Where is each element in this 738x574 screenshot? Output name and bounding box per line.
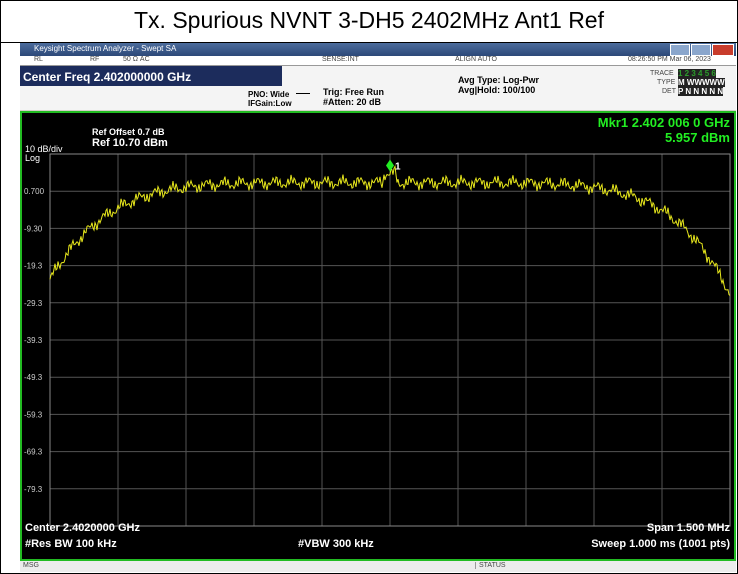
input: 50 Ω AC [123,56,150,63]
window-title: Keysight Spectrum Analyzer - Swept SA [34,44,177,53]
sense: SENSE:INT [322,56,359,63]
type-values: M WWWWW [678,78,725,87]
atten: #Atten: 20 dB [323,97,382,107]
type-label: TYPE [657,79,676,86]
y-label: -19.3 [24,262,43,271]
settings-panel: Center Freq 2.402000000 GHz PNO: Wide IF… [20,66,736,110]
plot-border [49,153,731,527]
rf: RF [90,56,100,63]
span: Span 1.500 MHz [646,522,730,534]
avg-type: Avg Type: Log-Pwr [458,75,539,85]
y-label: 0.700 [24,187,45,196]
avg-hold: Avg|Hold: 100/100 [458,85,536,95]
y-label: -79.3 [24,485,43,494]
y-label: -29.3 [24,299,43,308]
res-bw: #Res BW 100 kHz [25,538,117,550]
minimize-button[interactable] [670,44,690,56]
plot: 0.700 -9.30 -19.3 -29.3 -39.3 -49.3 -59.3 -69.3… [24,153,731,527]
trace-values: 1 2 3 4 5 6 [678,69,716,78]
y-label: -69.3 [24,448,43,457]
trace [49,164,731,296]
pno: PNO: Wide [248,90,290,99]
trig: Trig: Free Run [323,87,385,97]
analyzer-window: Keysight Spectrum Analyzer - Swept SA RL… [20,43,736,572]
ifgain: IFGain:Low [248,99,292,108]
close-button[interactable] [712,44,734,56]
y-label: -9.30 [24,224,43,233]
y-label: -49.3 [24,373,43,382]
datetime: 08:26:50 PM Mar 06, 2023 [628,56,711,63]
align: ALIGN AUTO [455,56,497,63]
maximize-button[interactable] [691,44,711,56]
marker-id: 1 [395,161,401,172]
center: Center 2.4020000 GHz [25,522,140,534]
center-freq[interactable]: Center Freq 2.402000000 GHz [23,70,192,84]
y-label: -59.3 [24,410,43,419]
det-values: P N N N N N [678,87,724,96]
marker [386,159,394,172]
marker-level: 5.957 dBm [664,130,730,145]
trace-label: TRACE [650,70,674,77]
det-label: DET [662,88,676,95]
status: STATUS [475,562,506,569]
sweep: Sweep 1.000 ms (1001 pts) [591,538,730,550]
marker-freq: Mkr1 2.402 006 0 GHz [597,115,730,130]
y-label: -39.3 [24,336,43,345]
center-freq-box [20,66,282,86]
title-divider [1,42,737,43]
rl: RL [34,56,43,63]
scale: 10 dB/div [25,144,63,154]
ref-offset: Ref Offset 0.7 dB [92,127,165,137]
window-titlebar: Keysight Spectrum Analyzer - Swept SA [20,43,736,56]
scale-type: Log [25,153,41,163]
ref-level: Ref 10.70 dBm [92,137,168,149]
trig-arrow [296,93,310,94]
msg: MSG [23,562,39,569]
vbw: #VBW 300 kHz [298,538,374,550]
statusbar: MSG STATUS [20,561,736,572]
page-title: Tx. Spurious NVNT 3-DH5 2402MHz Ant1 Ref [134,7,604,33]
status-row: RL RF 50 Ω AC SENSE:INT ALIGN AUTO 08:26… [20,56,736,66]
display: 10 dB/div Log Ref Offset 0.7 dB Ref 10.7… [20,111,736,561]
